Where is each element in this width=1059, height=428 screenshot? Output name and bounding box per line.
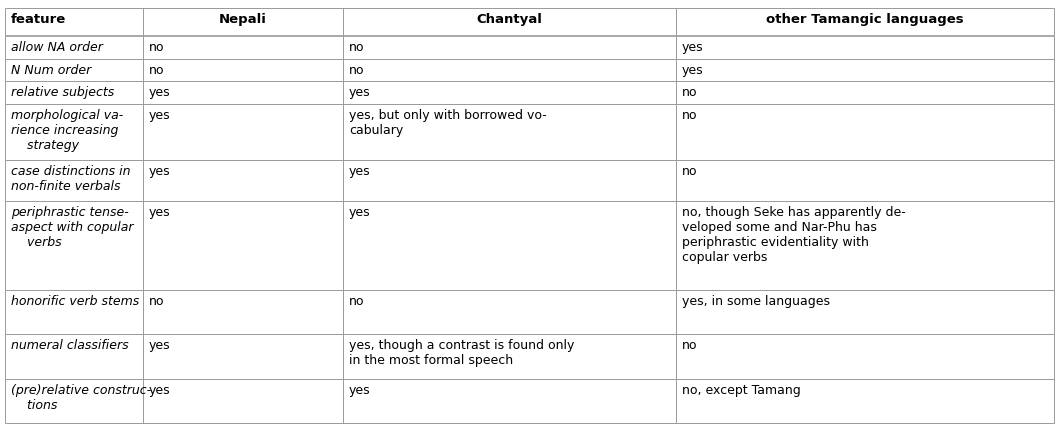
Text: yes: yes (149, 86, 170, 99)
Text: periphrastic tense-
aspect with copular
    verbs: periphrastic tense- aspect with copular … (11, 206, 133, 249)
Text: no: no (349, 41, 364, 54)
Text: relative subjects: relative subjects (11, 86, 114, 99)
Text: Chantyal: Chantyal (477, 13, 542, 26)
Text: no: no (149, 64, 164, 77)
Text: Nepali: Nepali (219, 13, 267, 26)
Text: morphological va-
rience increasing
    strategy: morphological va- rience increasing stra… (11, 109, 123, 152)
Text: numeral classifiers: numeral classifiers (11, 339, 128, 352)
Text: yes, though a contrast is found only
in the most formal speech: yes, though a contrast is found only in … (349, 339, 574, 367)
Text: yes: yes (149, 383, 170, 397)
Text: yes: yes (682, 64, 703, 77)
Text: feature: feature (11, 13, 67, 26)
Text: no, though Seke has apparently de-
veloped some and Nar-Phu has
periphrastic evi: no, though Seke has apparently de- velop… (682, 206, 905, 264)
Text: case distinctions in
non-finite verbals: case distinctions in non-finite verbals (11, 165, 130, 193)
Text: allow NA order: allow NA order (11, 41, 103, 54)
Text: honorific verb stems: honorific verb stems (11, 295, 139, 308)
Text: yes, in some languages: yes, in some languages (682, 295, 830, 308)
Text: yes: yes (682, 41, 703, 54)
Text: no: no (682, 165, 698, 178)
Text: N Num order: N Num order (11, 64, 91, 77)
Text: no: no (149, 295, 164, 308)
Text: no: no (682, 339, 698, 352)
Text: no: no (682, 86, 698, 99)
Text: yes: yes (349, 165, 371, 178)
Text: yes, but only with borrowed vo-
cabulary: yes, but only with borrowed vo- cabulary (349, 109, 546, 137)
Text: no: no (349, 295, 364, 308)
Text: yes: yes (349, 383, 371, 397)
Text: no: no (682, 109, 698, 122)
Text: yes: yes (149, 165, 170, 178)
Text: yes: yes (149, 206, 170, 219)
Text: no: no (149, 41, 164, 54)
Text: other Tamangic languages: other Tamangic languages (767, 13, 964, 26)
Text: no: no (349, 64, 364, 77)
Text: no, except Tamang: no, except Tamang (682, 383, 801, 397)
Text: yes: yes (349, 86, 371, 99)
Text: yes: yes (149, 109, 170, 122)
Text: yes: yes (149, 339, 170, 352)
Text: yes: yes (349, 206, 371, 219)
Text: (pre)relative construc-
    tions: (pre)relative construc- tions (11, 383, 151, 412)
